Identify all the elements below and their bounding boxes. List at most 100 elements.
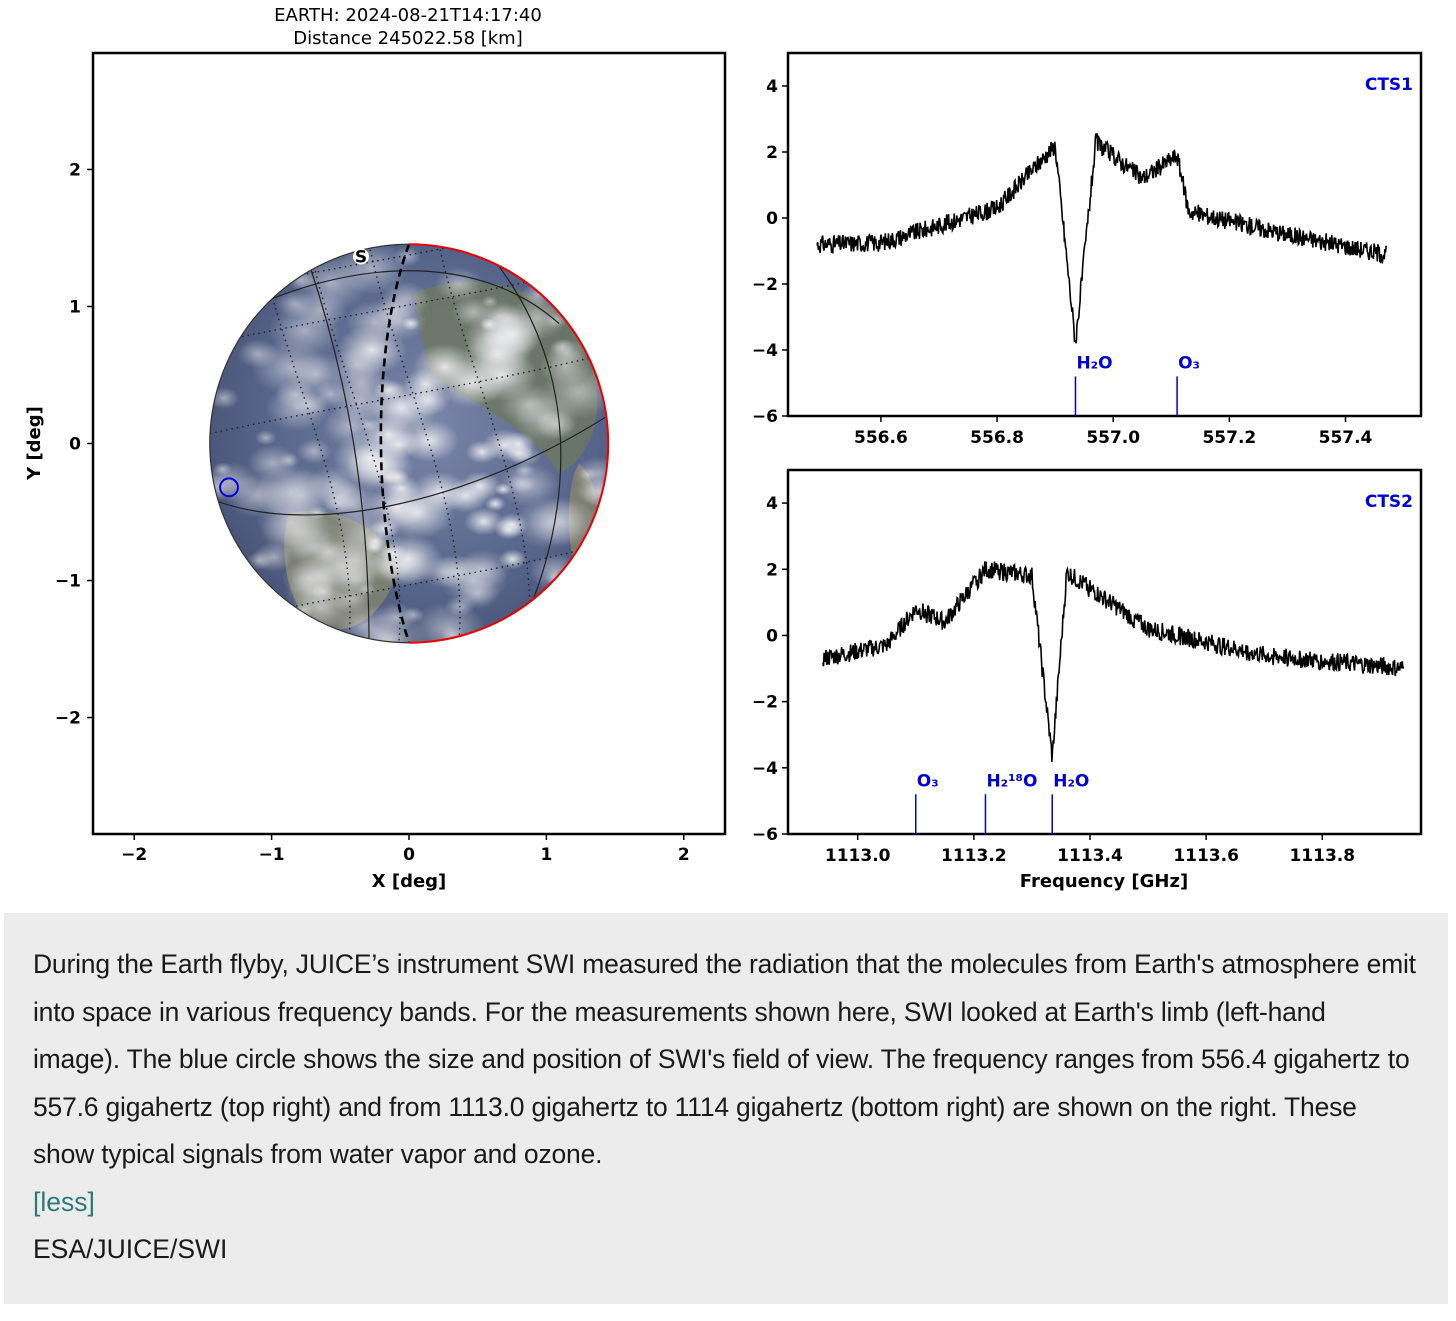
cloud-patch (484, 496, 506, 512)
earth-ytick-label: 1 (69, 297, 81, 317)
cloud-patch (381, 474, 421, 503)
cts2-line-label: H₂¹⁸O (986, 771, 1037, 791)
cts2-xtick-label: 1113.4 (1057, 846, 1123, 866)
less-link[interactable]: [less] (33, 1186, 95, 1217)
cts2-xtick-label: 1113.2 (941, 846, 1007, 866)
cloud-patch (528, 552, 582, 591)
cloud-patch (521, 283, 554, 307)
cts2-ytick-label: −6 (752, 825, 778, 845)
cts1-panel-label: CTS1 (1365, 75, 1413, 95)
cts2-ytick-label: 2 (766, 560, 778, 580)
cts1-ytick-label: 4 (766, 77, 778, 97)
caption-box: During the Earth flyby, JUICE’s instrume… (4, 913, 1448, 1304)
cloud-patch (373, 534, 443, 584)
cts2-ytick-label: −4 (752, 759, 778, 779)
cts1-line-label: O₃ (1178, 353, 1200, 373)
cloud-patch (237, 339, 279, 369)
cts2-xlabel: Frequency [GHz] (1020, 871, 1188, 892)
earth-ytick-label: 2 (69, 160, 81, 180)
cts2-ytick-label: 0 (766, 626, 778, 646)
cts2-line-label: H₂O (1053, 771, 1089, 791)
cts2-ytick-label: −2 (752, 693, 778, 713)
terminator-line (379, 243, 411, 644)
earth-globe: S (209, 243, 610, 644)
earth-xlabel: X [deg] (372, 871, 447, 892)
cts1-ytick-label: −4 (752, 341, 778, 361)
pole-label: S (355, 248, 367, 268)
cts1-xtick-label: 556.8 (970, 428, 1024, 448)
cts1-ticks: 556.6 556.8 557.0 557.2 557.4 4 2 0 −2 −4 −6 (752, 77, 1373, 448)
cts1-xtick-label: 557.4 (1319, 428, 1373, 448)
cloud-patch (499, 383, 559, 426)
cloud-patch (455, 549, 511, 589)
cloud-patch (209, 461, 258, 502)
cts2-xtick-label: 1113.8 (1289, 846, 1355, 866)
cloud-patch (380, 281, 431, 318)
cloud-patch (510, 444, 542, 467)
earth-subtitle: Distance 245022.58 [km] (293, 28, 523, 49)
cloud-patch (275, 290, 315, 319)
cts1-ytick-label: 2 (766, 143, 778, 163)
cloud-patch (362, 623, 407, 643)
cts2-line-label: O₃ (917, 771, 939, 791)
cloud-patch (498, 463, 559, 507)
cloud-patch (481, 295, 499, 308)
earth-xtick-label: 0 (403, 845, 415, 865)
cts2-ticks: 1113.0 1113.2 1113.4 1113.6 1113.8 4 2 0 −2 −4 −6 (752, 494, 1355, 866)
field-of-view-circle (219, 477, 239, 498)
cts1-spectrum-line (816, 132, 1387, 344)
image-credit: ESA/JUICE/SWI (33, 1234, 228, 1264)
cts2-line-markers: O₃ H₂¹⁸O H₂O (915, 771, 1089, 834)
earth-title: EARTH: 2024-08-21T14:17:40 (274, 5, 542, 26)
earth-ytick-label: −1 (55, 572, 81, 592)
earth-ytick-label: 0 (69, 435, 81, 455)
cts2-panel: 1113.0 1113.2 1113.4 1113.6 1113.8420−2−4−6 … (752, 468, 1423, 892)
cts1-xtick-label: 557.0 (1086, 428, 1140, 448)
cts1-xtick-label: 557.2 (1202, 428, 1256, 448)
cloud-patch (495, 513, 529, 537)
cloud-patch (356, 582, 377, 597)
cloud-patch (434, 266, 484, 302)
cloud-patch (464, 507, 504, 536)
cts1-xtick-label: 556.6 (854, 428, 908, 448)
cts1-line-label: H₂O (1076, 353, 1112, 373)
cloud-patch (393, 246, 422, 267)
cloud-patch (307, 505, 328, 520)
cloud-patch (465, 440, 499, 464)
earth-xtick-label: −2 (121, 845, 147, 865)
earth-panel: EARTH: 2024-08-21T14:17:40 Distance 2450… (24, 5, 727, 892)
graticule-line (308, 263, 370, 643)
cts1-ytick-label: −2 (752, 275, 778, 295)
graticule-line (209, 414, 609, 516)
earth-xtick-label: −1 (259, 845, 285, 865)
earth-ytick-label: −2 (55, 709, 81, 729)
cloud-patch (550, 338, 575, 356)
cts2-axes-frame (786, 468, 1423, 836)
cloud-patch (464, 330, 532, 379)
earth-ylabel: Y [deg] (24, 406, 45, 481)
earth-xtick-label: 1 (540, 845, 552, 865)
earth-xtick-label: 2 (678, 845, 690, 865)
cloud-patch (275, 379, 318, 410)
cts1-line-markers: H₂O O₃ (1074, 353, 1200, 416)
cts2-spectrum-line (822, 561, 1405, 762)
cloud-patch (321, 482, 384, 527)
pole-label-bg (353, 248, 369, 265)
cts2-panel-label: CTS2 (1365, 492, 1413, 512)
earth-ticks: −2 −1 0 1 2 −2 −1 0 1 2 (55, 160, 690, 865)
cts2-ytick-label: 4 (766, 494, 778, 514)
graticule-line (488, 253, 562, 634)
cloud-patch (513, 497, 587, 550)
cts1-ytick-label: 0 (766, 209, 778, 229)
earth-surface (209, 244, 609, 643)
figure: EARTH: 2024-08-21T14:17:40 Distance 2450… (24, 5, 1423, 892)
earth-limb-arc (408, 243, 610, 644)
cloud-patch (410, 471, 469, 514)
cts1-panel: 556.6 556.8 557.0 557.2 557.4 4 2 0 −2 −4 −6 H₂O O₃… (752, 51, 1423, 448)
cloud-patch (573, 456, 609, 492)
cts1-axes-frame (786, 51, 1423, 418)
cloud-patch (311, 583, 336, 601)
cts2-xtick-label: 1113.0 (825, 846, 891, 866)
cloud-patch (296, 438, 332, 464)
caption-text: During the Earth flyby, JUICE’s instrume… (33, 949, 1416, 1169)
